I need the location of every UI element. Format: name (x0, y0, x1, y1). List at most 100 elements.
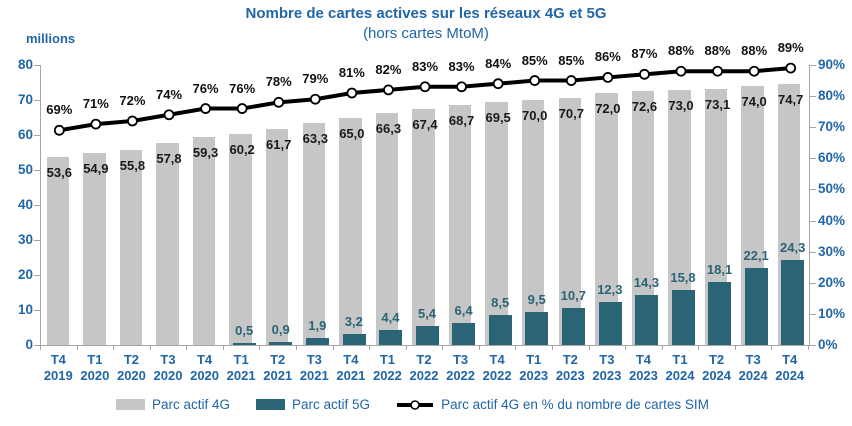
line-pct-label: 86% (594, 49, 621, 65)
right-axis-tick-label: 50% (818, 181, 846, 197)
right-axis-tick-label: 10% (818, 305, 846, 321)
bar-4g-value-label: 66,3 (375, 120, 402, 136)
trend-marker (785, 62, 797, 74)
x-axis-tick (661, 346, 663, 350)
right-axis-tick-label: 80% (818, 88, 846, 104)
line-pct-label: 82% (375, 61, 402, 77)
left-axis-tick (34, 240, 40, 241)
line-pct-label: 69% (46, 102, 73, 118)
line-pct-label: 74% (155, 86, 183, 102)
bar-4g-value-label: 65,0 (339, 125, 365, 141)
trend-marker (273, 96, 285, 108)
bar-4g-value-label: 72,6 (631, 98, 658, 114)
legend: Parc actif 4G Parc actif 5G Parc actif 4… (116, 397, 709, 412)
x-axis-tick (113, 346, 115, 350)
bar-4g (265, 129, 289, 345)
x-axis-tick (149, 346, 151, 350)
trend-marker (675, 65, 687, 77)
trend-marker (492, 78, 504, 90)
bar-4g-value-label: 74,0 (741, 94, 767, 109)
legend-label-4g: Parc actif 4G (152, 397, 231, 412)
bar-4g-value-label: 53,6 (46, 165, 72, 181)
bar-5g-value-label: 1,9 (308, 318, 327, 334)
left-axis-tick-label: 20 (17, 267, 33, 282)
trend-marker (309, 93, 321, 105)
line-pct-label: 76% (192, 80, 219, 96)
legend-swatch-4g (116, 399, 145, 410)
x-category-label: T1 2020 (80, 352, 110, 383)
x-axis-tick (332, 346, 334, 350)
bar-4g (485, 101, 508, 345)
bar-5g-value-label: 8,5 (491, 295, 510, 311)
line-pct-label: 76% (229, 80, 256, 96)
right-axis-tick (810, 251, 816, 253)
bar-5g-value-label: 24,3 (780, 239, 806, 255)
bar-4g (302, 123, 325, 345)
legend-label-line: Parc actif 4G en % du nombre de cartes S… (441, 397, 709, 412)
x-axis-tick (405, 346, 407, 350)
bar-4g (46, 157, 69, 345)
bar-5g (452, 322, 476, 345)
trend-marker (602, 72, 614, 83)
bar-4g-value-label: 69,5 (485, 109, 511, 125)
bar-5g (379, 329, 403, 345)
left-axis-tick-label: 80 (17, 57, 33, 72)
bar-4g-value-label: 67,4 (412, 117, 438, 133)
x-axis-tick (222, 346, 224, 350)
line-pct-label: 78% (265, 74, 292, 90)
legend-line-sample-icon (397, 399, 434, 410)
bar-4g-value-label: 72,0 (595, 101, 621, 116)
x-axis-tick (76, 346, 78, 350)
x-category-label: T1 2022 (372, 352, 402, 383)
chart-subtitle: (hors cartes MtoM) (363, 25, 489, 42)
x-axis-tick (259, 346, 261, 350)
x-category-label: T2 2023 (555, 352, 585, 383)
legend-item-5g: Parc actif 5G (256, 397, 370, 412)
x-category-label: T3 2022 (446, 352, 476, 383)
bar-5g-value-label: 0,9 (271, 321, 290, 337)
left-axis-tick-label: 0 (25, 337, 33, 352)
trend-marker (639, 68, 650, 80)
right-axis-tick (810, 345, 816, 346)
bar-4g (595, 93, 618, 345)
bar-4g-value-label: 54,9 (83, 160, 109, 176)
chart-title: Nombre de cartes actives sur les réseaux… (245, 5, 607, 22)
line-pct-label: 85% (558, 52, 585, 68)
trend-marker (127, 115, 138, 127)
right-axis-tick (810, 96, 816, 98)
bar-5g-value-label: 15,8 (670, 269, 696, 285)
trend-marker (163, 109, 175, 121)
trend-marker (712, 65, 723, 77)
x-category-label: T3 2023 (592, 352, 622, 383)
bar-5g (671, 289, 695, 345)
x-axis-tick (552, 346, 553, 350)
trend-marker (529, 75, 541, 86)
right-axis-tick (810, 189, 816, 191)
bar-4g-value-label: 70,7 (558, 105, 584, 121)
bar-5g-value-label: 18,1 (706, 261, 733, 277)
bar-4g-value-label: 73,0 (668, 97, 694, 113)
left-axis-tick-label: 40 (17, 197, 33, 212)
bar-4g (521, 100, 545, 345)
right-axis-tick (810, 313, 816, 315)
left-axis-tick-label: 70 (17, 92, 33, 107)
right-axis-tick-label: 60% (818, 150, 846, 166)
trend-marker (346, 87, 358, 99)
bar-5g (635, 294, 659, 345)
x-category-label: T4 2019 (43, 352, 73, 383)
bar-4g-value-label: 74,7 (778, 91, 804, 107)
x-axis-tick (515, 346, 517, 350)
line-pct-label: 71% (82, 96, 109, 112)
bar-5g (269, 341, 293, 345)
x-category-label: T3 2021 (299, 352, 329, 383)
x-category-label: T4 2023 (628, 352, 658, 383)
bar-4g-value-label: 57,8 (156, 150, 182, 166)
right-axis-tick-label: 70% (818, 119, 846, 135)
bar-5g-value-label: 10,7 (560, 287, 586, 303)
bar-5g-value-label: 9,5 (527, 291, 546, 307)
x-category-label: T2 2021 (263, 352, 293, 383)
left-axis-tick-label: 60 (17, 127, 33, 142)
right-axis-tick-label: 30% (818, 243, 846, 259)
x-category-label: T4 2020 (190, 352, 220, 383)
